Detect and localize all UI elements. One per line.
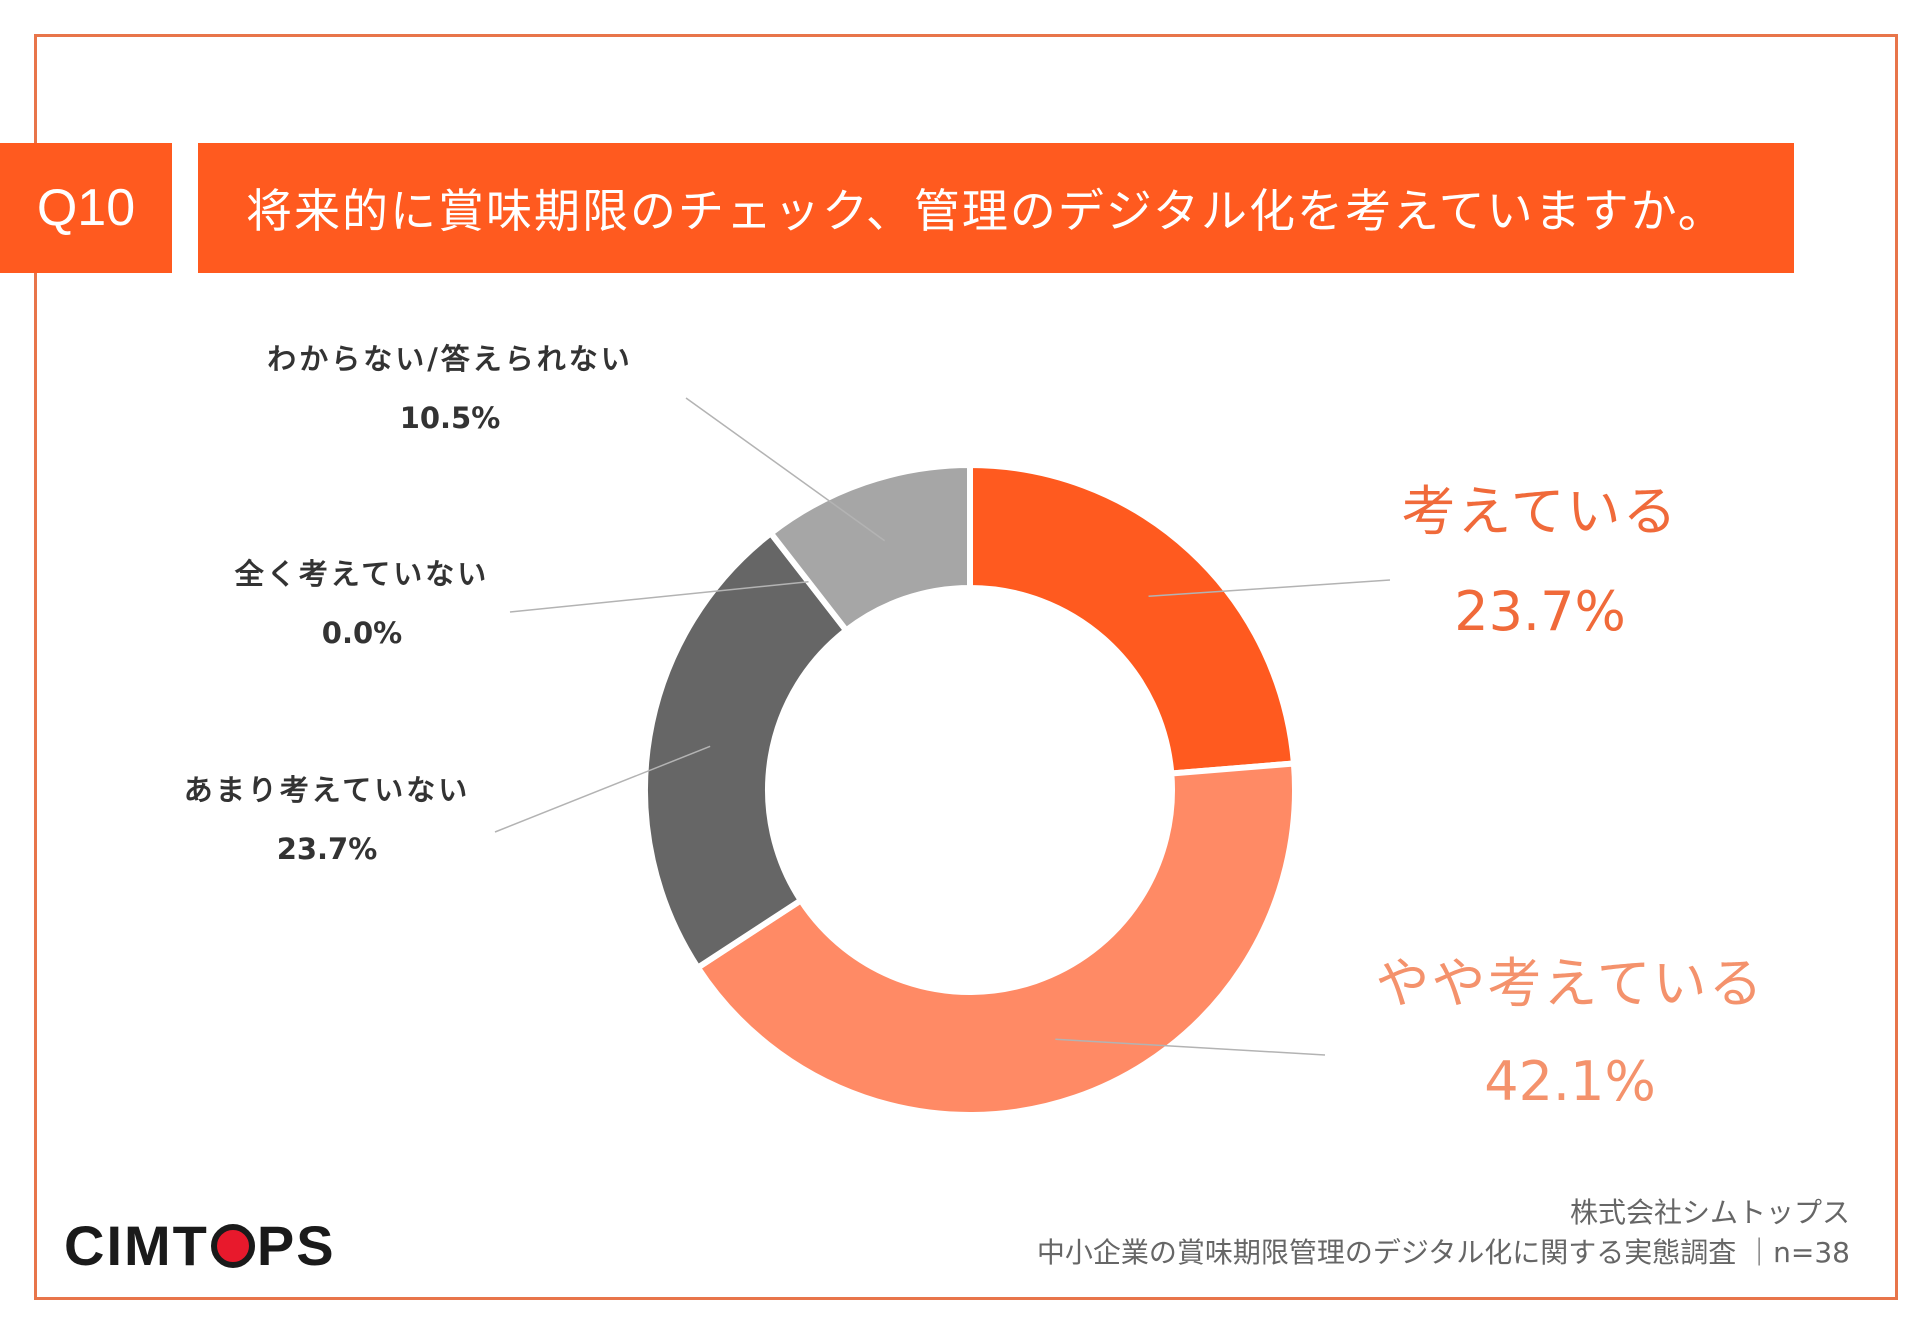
slide-frame (34, 34, 1898, 1300)
leader-line-3 (494, 745, 711, 833)
question-number: Q10 (0, 143, 172, 273)
slice-value-3: 23.7% (277, 832, 378, 866)
slice-value-4: 0.0% (322, 616, 402, 650)
slice-label-4: 全く考えていない (234, 557, 490, 591)
cimtops-logo: CIMT PS (64, 1218, 336, 1274)
source-survey: 中小企業の賞味期限管理のデジタル化に関する実態調査 ｜n=38 (1036, 1236, 1850, 1269)
donut-slice-5 (766, 461, 973, 635)
source-note: 株式会社シムトップス 中小企業の賞味期限管理のデジタル化に関する実態調査 ｜n=… (1037, 1193, 1850, 1273)
leader-line-4 (509, 581, 809, 613)
donut-slice-3 (642, 528, 851, 972)
source-company: 株式会社シムトップス (1569, 1196, 1850, 1229)
slice-label-3: あまり考えていない (184, 773, 471, 807)
slice-label-5: わからない/答えられない (267, 342, 633, 376)
leader-line-1 (1148, 579, 1391, 597)
logo-o-dot-icon (210, 1224, 255, 1268)
slice-value-5: 10.5% (400, 401, 501, 435)
slice-value-2: 42.1% (1484, 1050, 1656, 1113)
leader-line-2 (1055, 1038, 1326, 1056)
donut-slice-2 (693, 760, 1298, 1118)
slice-label-1: 考えている (1401, 480, 1678, 543)
slice-value-1: 23.7% (1454, 580, 1626, 643)
logo-text-post: PS (256, 1214, 336, 1277)
leader-line-5 (685, 397, 886, 542)
slice-label-2: やや考えている (1375, 952, 1764, 1015)
question-title: 将来的に賞味期限のチェック、管理のデジタル化を考えていますか。 (198, 143, 1794, 273)
donut-slice-1 (967, 461, 1298, 777)
logo-text-pre: CIMT (64, 1214, 209, 1277)
